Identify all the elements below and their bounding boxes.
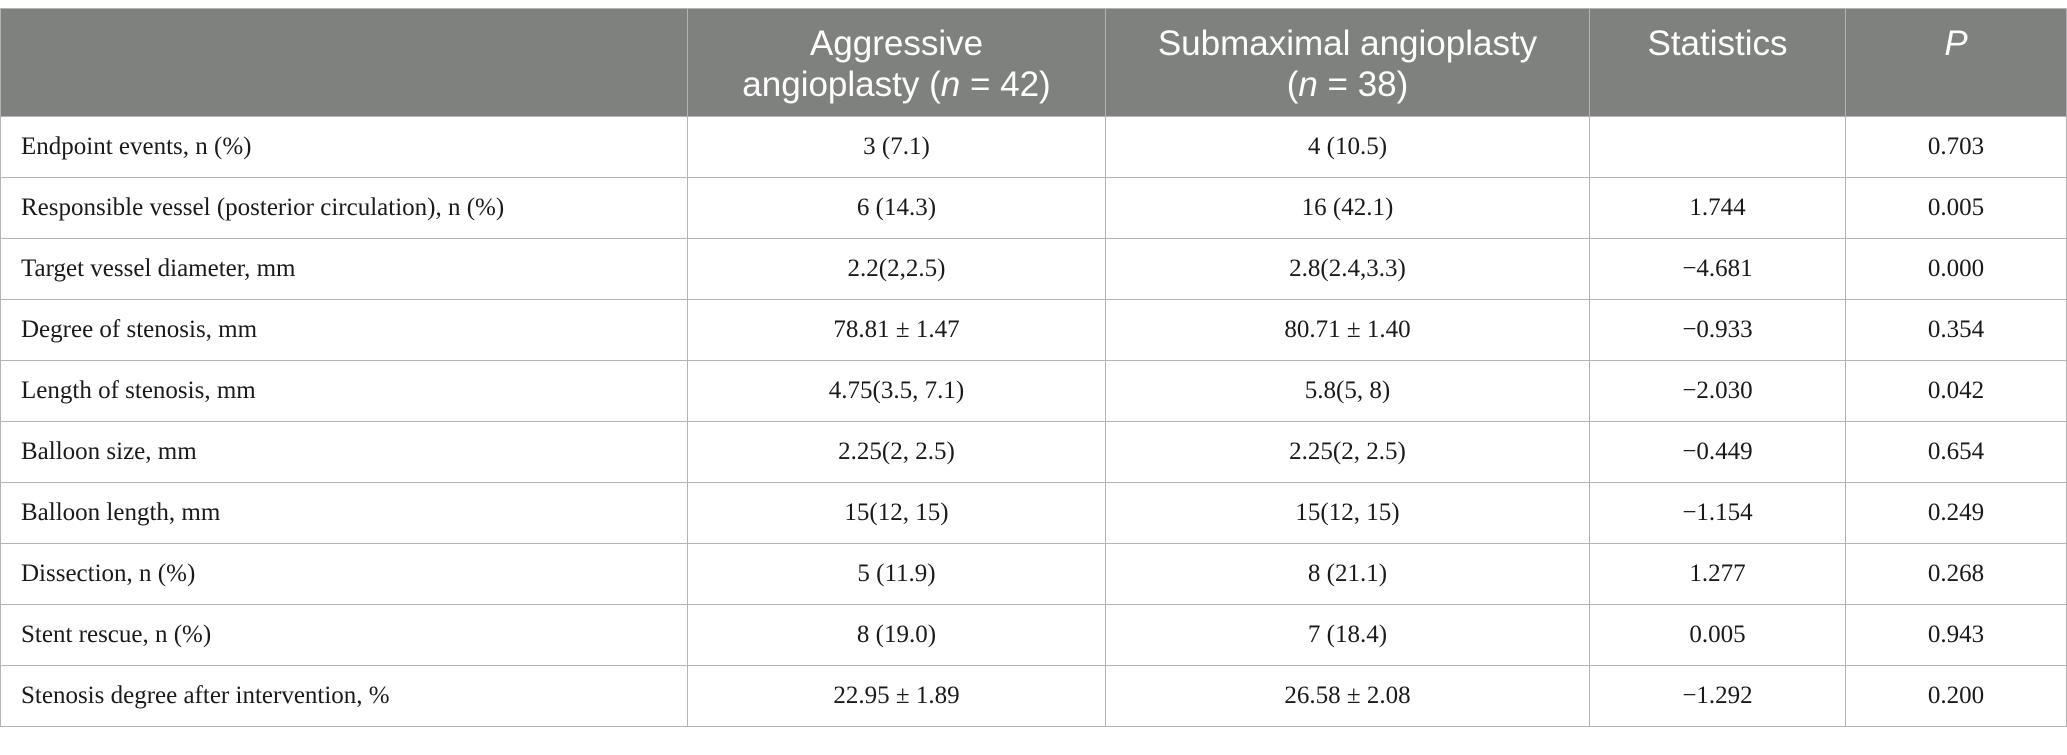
cell-aggressive: 78.81 ± 1.47	[687, 299, 1106, 361]
cell-statistics: 0.005	[1589, 604, 1846, 666]
header-submaximal-line1: Submaximal angioplasty	[1157, 24, 1538, 63]
header-row: Aggressive angioplasty (n = 42) Submaxim…	[0, 8, 2067, 117]
cell-variable: Endpoint events, n (%)	[0, 116, 688, 178]
header-cell-variable	[0, 8, 688, 117]
cell-aggressive: 3 (7.1)	[687, 116, 1106, 178]
table-row: Balloon size, mm 2.25(2, 2.5) 2.25(2, 2.5)…	[0, 421, 2067, 483]
cell-submaximal: 2.25(2, 2.5)	[1105, 421, 1590, 483]
header-aggressive-line1: Aggressive	[809, 24, 984, 63]
cell-variable: Dissection, n (%)	[0, 543, 688, 605]
cell-submaximal: 2.8(2.4,3.3)	[1105, 238, 1590, 300]
table-row: Target vessel diameter, mm 2.2(2,2.5) 2.8(…	[0, 238, 2067, 300]
header-p-label: P	[1944, 24, 1968, 63]
cell-p-value: 0.005	[1845, 177, 2067, 239]
cell-p-value: 0.943	[1845, 604, 2067, 666]
cell-submaximal: 4 (10.5)	[1105, 116, 1590, 178]
cell-p-value: 0.354	[1845, 299, 2067, 361]
table-row: Endpoint events, n (%) 3 (7.1) 4 (10.5) 0.7…	[0, 116, 2067, 178]
header-cell-p: P	[1845, 8, 2067, 117]
cell-variable: Stent rescue, n (%)	[0, 604, 688, 666]
header-aggressive-line2-pre: angioplasty (	[742, 65, 941, 104]
cell-submaximal: 7 (18.4)	[1105, 604, 1590, 666]
cell-aggressive: 6 (14.3)	[687, 177, 1106, 239]
table-row: Stenosis degree after intervention, % 22.…	[0, 665, 2067, 727]
cell-p-value: 0.249	[1845, 482, 2067, 544]
table-row: Length of stenosis, mm 4.75(3.5, 7.1) 5.8(…	[0, 360, 2067, 422]
cell-aggressive: 4.75(3.5, 7.1)	[687, 360, 1106, 422]
table-row: Responsible vessel (posterior circulatio…	[0, 177, 2067, 239]
cell-statistics: −2.030	[1589, 360, 1846, 422]
cell-submaximal: 26.58 ± 2.08	[1105, 665, 1590, 727]
cell-variable: Stenosis degree after intervention, %	[0, 665, 688, 727]
header-aggressive-line2-post: = 42)	[960, 65, 1051, 104]
header-cell-aggressive: Aggressive angioplasty (n = 42)	[687, 8, 1106, 117]
table-row: Stent rescue, n (%) 8 (19.0) 7 (18.4) 0.005…	[0, 604, 2067, 666]
header-submaximal-line2-pre: (	[1286, 65, 1299, 104]
cell-p-value: 0.654	[1845, 421, 2067, 483]
header-submaximal-line2-post: = 38)	[1317, 65, 1409, 104]
cell-p-value: 0.000	[1845, 238, 2067, 300]
cell-p-value: 0.200	[1845, 665, 2067, 727]
header-cell-statistics: Statistics	[1589, 8, 1846, 117]
table-body: Endpoint events, n (%) 3 (7.1) 4 (10.5) 0.7…	[0, 116, 2067, 727]
cell-statistics: −4.681	[1589, 238, 1846, 300]
cell-aggressive: 2.2(2,2.5)	[687, 238, 1106, 300]
cell-aggressive: 15(12, 15)	[687, 482, 1106, 544]
cell-aggressive: 2.25(2, 2.5)	[687, 421, 1106, 483]
cell-variable: Degree of stenosis, mm	[0, 299, 688, 361]
table-row: Balloon length, mm 15(12, 15) 15(12, 15) −1…	[0, 482, 2067, 544]
cell-statistics: −1.292	[1589, 665, 1846, 727]
cell-variable: Balloon size, mm	[0, 421, 688, 483]
cell-submaximal: 15(12, 15)	[1105, 482, 1590, 544]
cell-aggressive: 5 (11.9)	[687, 543, 1106, 605]
cell-submaximal: 80.71 ± 1.40	[1105, 299, 1590, 361]
cell-p-value: 0.268	[1845, 543, 2067, 605]
table-row: Dissection, n (%) 5 (11.9) 8 (21.1) 1.277 0.…	[0, 543, 2067, 605]
data-table-container: Aggressive angioplasty (n = 42) Submaxim…	[0, 8, 2067, 727]
cell-p-value: 0.042	[1845, 360, 2067, 422]
cell-variable: Length of stenosis, mm	[0, 360, 688, 422]
cell-submaximal: 8 (21.1)	[1105, 543, 1590, 605]
cell-statistics: −1.154	[1589, 482, 1846, 544]
cell-statistics: −0.933	[1589, 299, 1846, 361]
header-statistics-label: Statistics	[1647, 24, 1788, 63]
cell-aggressive: 22.95 ± 1.89	[687, 665, 1106, 727]
cell-p-value: 0.703	[1845, 116, 2067, 178]
header-cell-submaximal: Submaximal angioplasty (n = 38)	[1105, 8, 1590, 117]
cell-submaximal: 16 (42.1)	[1105, 177, 1590, 239]
comparison-table: Aggressive angioplasty (n = 42) Submaxim…	[0, 8, 2067, 727]
table-header: Aggressive angioplasty (n = 42) Submaxim…	[0, 8, 2067, 117]
header-submaximal-n: n	[1298, 65, 1318, 104]
table-row: Degree of stenosis, mm 78.81 ± 1.47 80.71 …	[0, 299, 2067, 361]
cell-aggressive: 8 (19.0)	[687, 604, 1106, 666]
cell-statistics: −0.449	[1589, 421, 1846, 483]
cell-submaximal: 5.8(5, 8)	[1105, 360, 1590, 422]
header-aggressive-n: n	[940, 65, 961, 104]
cell-statistics	[1589, 116, 1846, 178]
cell-variable: Responsible vessel (posterior circulatio…	[0, 177, 688, 239]
cell-statistics: 1.744	[1589, 177, 1846, 239]
cell-variable: Target vessel diameter, mm	[0, 238, 688, 300]
cell-variable: Balloon length, mm	[0, 482, 688, 544]
cell-statistics: 1.277	[1589, 543, 1846, 605]
